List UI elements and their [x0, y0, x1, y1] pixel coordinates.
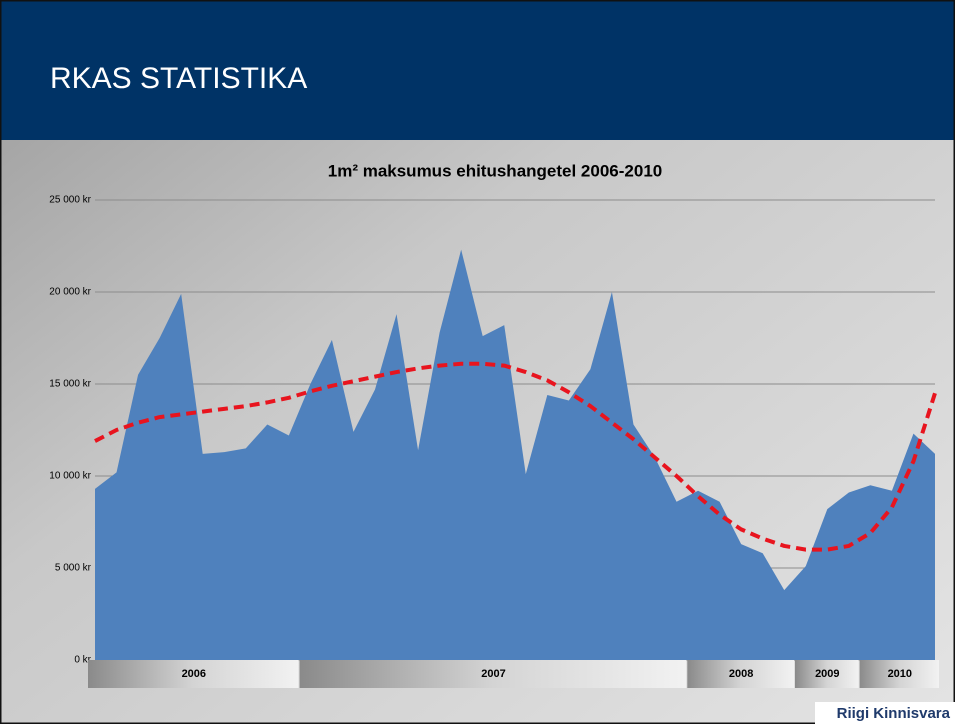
year-band [88, 660, 299, 688]
logo: Riigi Kinnisvara [837, 705, 951, 722]
slide-title: RKAS STATISTIKA [50, 62, 307, 95]
logo-box [815, 702, 955, 724]
y-tick-label: 25 000 kr [49, 195, 91, 206]
year-label: 2007 [481, 668, 505, 680]
year-band [859, 660, 939, 688]
year-band [299, 660, 687, 688]
chart-title: 1m² maksumus ehitushangetel 2006-2010 [328, 161, 662, 180]
year-label: 2009 [815, 668, 839, 680]
y-tick-label: 20 000 kr [49, 287, 91, 298]
y-tick-label: 0 kr [74, 655, 91, 666]
header-band [0, 0, 955, 140]
trend-line [94, 361, 937, 552]
year-label: 2006 [182, 668, 206, 680]
year-label: 2010 [888, 668, 912, 680]
y-tick-label: 5 000 kr [55, 563, 92, 574]
area [95, 249, 935, 660]
year-band [795, 660, 859, 688]
year-band [687, 660, 794, 688]
year-label: 2008 [729, 668, 753, 680]
y-tick-label: 10 000 kr [49, 471, 91, 482]
y-tick-label: 15 000 kr [49, 379, 91, 390]
